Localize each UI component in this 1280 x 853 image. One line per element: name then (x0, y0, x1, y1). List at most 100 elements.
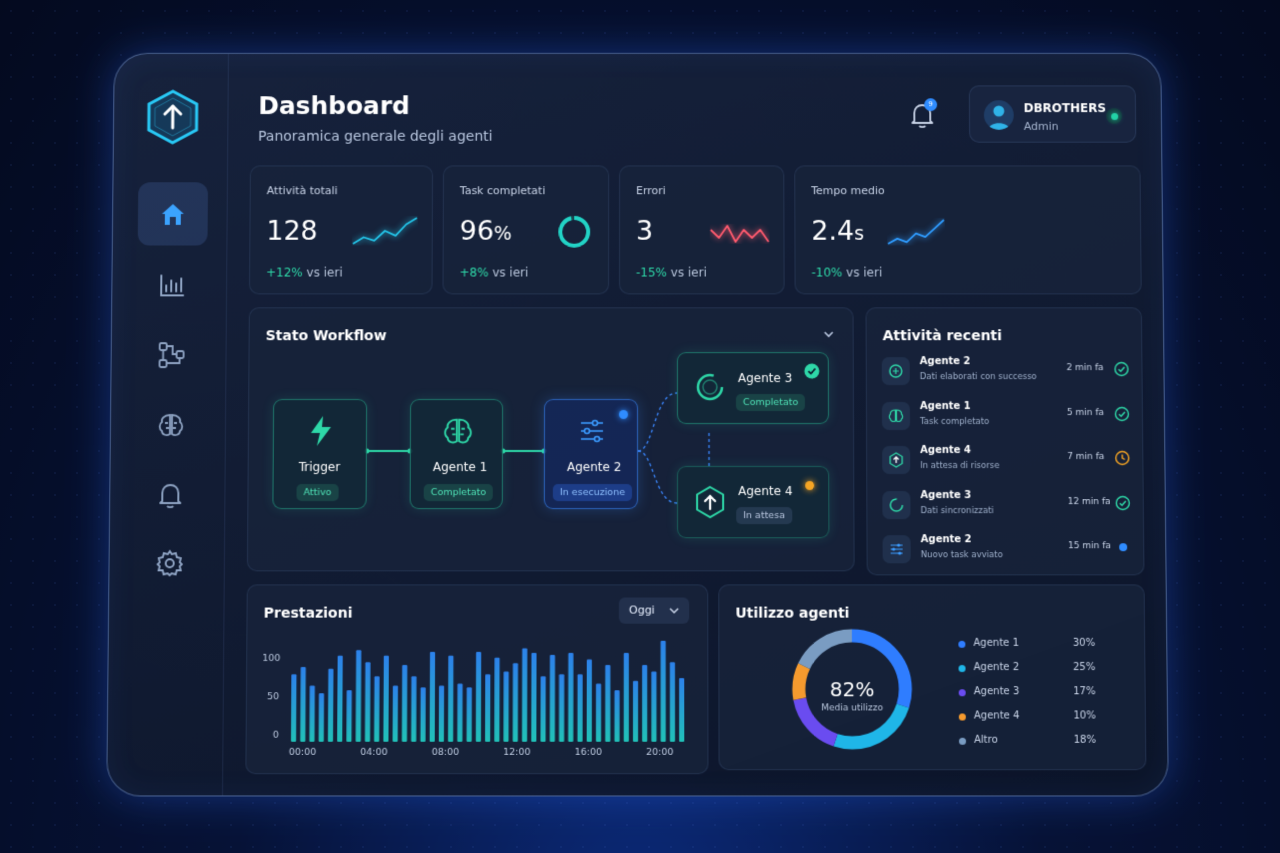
sparkline-path (353, 218, 417, 244)
node-name: Trigger (299, 460, 341, 474)
bar (624, 653, 629, 742)
agent-usage-panel: Utilizzo agenti 82% Media utilizzo Agent… (718, 584, 1146, 770)
period-select[interactable]: Oggi (619, 597, 689, 623)
bar (374, 676, 379, 741)
upload-hex-icon (882, 446, 910, 474)
bar (448, 656, 453, 742)
legend-value: 30% (1073, 638, 1095, 649)
node-status: In attesa (736, 507, 792, 524)
node-status: In esecuzione (553, 484, 632, 501)
workflow-node-trigger[interactable]: Trigger Attivo (272, 399, 367, 509)
node-status: Attivo (296, 484, 338, 501)
stat-label: Tempo medio (811, 184, 885, 197)
activity-item[interactable]: Agente 3 Dati sincronizzati 12 min fa (882, 487, 1133, 527)
bar (670, 662, 675, 742)
notifications-button[interactable]: 9 (909, 101, 941, 133)
sparkline-path (711, 226, 769, 242)
clock-icon (1114, 450, 1130, 466)
bar (393, 686, 398, 742)
performance-panel: Prestazioni Oggi 100 50 0 00:00 04:00 08:0… (245, 584, 708, 774)
activity-item[interactable]: Agente 2 Nuovo task avviato 15 min fa (883, 531, 1134, 571)
ring-icon (694, 371, 726, 403)
legend-item: Agente 3 17% (959, 686, 1110, 702)
y-tick: 50 (267, 691, 279, 702)
legend-label: Agente 2 (974, 662, 1020, 673)
workflow-icon (157, 341, 185, 369)
legend-label: Altro (974, 735, 998, 746)
node-status: Completato (736, 394, 805, 411)
waiting-indicator (805, 481, 814, 490)
agent-usage-title: Utilizzo agenti (735, 606, 849, 622)
upload-hex-icon (694, 485, 726, 519)
stat-value: 96% (460, 216, 512, 247)
sparkline-path (888, 220, 944, 244)
dashboard-window: Dashboard Panoramica generale degli agen… (106, 53, 1169, 797)
stat-delta: +12% vs ieri (266, 266, 343, 280)
activity-time: 12 min fa (1068, 497, 1111, 507)
x-tick: 20:00 (646, 747, 674, 758)
workflow-node-agent-4[interactable]: Agente 4 In attesa (677, 466, 829, 538)
sidebar-item-analytics[interactable] (137, 254, 207, 318)
user-icon (984, 100, 1014, 130)
activity-agent: Agente 3 (920, 490, 971, 501)
home-icon (159, 201, 187, 227)
online-status-icon (1106, 108, 1122, 124)
logo-icon (146, 88, 200, 145)
sidebar-item-home[interactable] (138, 182, 208, 245)
user-menu[interactable]: DBROTHERS Admin (969, 85, 1136, 142)
bar (596, 684, 601, 742)
bar (513, 663, 518, 742)
running-dot-icon (1115, 539, 1131, 555)
x-tick: 00:00 (289, 747, 317, 758)
activity-item[interactable]: Agente 4 In attesa di risorse 7 min fa (882, 442, 1132, 482)
bar (356, 650, 362, 742)
node-name: Agente 1 (433, 460, 487, 474)
x-tick: 04:00 (360, 747, 388, 758)
brain-icon (882, 402, 910, 430)
activity-agent: Agente 4 (920, 445, 971, 456)
check-circle-icon (1114, 406, 1130, 422)
workflow-node-agent-1[interactable]: Agente 1 Completato (410, 399, 503, 509)
activity-time: 7 min fa (1067, 452, 1104, 462)
legend-value: 25% (1073, 662, 1095, 673)
activity-item[interactable]: Agente 2 Dati elaborati con successo 2 min… (882, 353, 1132, 393)
bell-icon (157, 481, 183, 509)
page-subtitle: Panoramica generale degli agenti (258, 129, 492, 145)
check-circle-icon (1113, 361, 1129, 377)
activity-agent: Agente 2 (921, 534, 972, 545)
legend-value: 18% (1074, 735, 1096, 746)
bar (291, 674, 297, 741)
period-value: Oggi (629, 604, 655, 617)
trend-sparkline (887, 218, 945, 246)
legend-dot (959, 689, 966, 696)
usage-center-value: 82% (787, 677, 918, 701)
x-tick: 16:00 (575, 747, 603, 758)
sidebar-item-notifications[interactable] (135, 463, 206, 527)
legend-dot (959, 738, 966, 745)
user-role: Admin (1024, 120, 1059, 133)
workflow-node-agent-3[interactable]: Agente 3 Completato (677, 352, 829, 424)
bar (531, 653, 536, 742)
bar-chart-icon (158, 273, 186, 299)
activity-time: 2 min fa (1067, 363, 1104, 373)
sidebar-item-settings[interactable] (134, 531, 205, 595)
sliders-icon (883, 535, 911, 563)
bar (337, 656, 343, 742)
bar (485, 674, 490, 741)
sidebar-item-workflow[interactable] (136, 323, 206, 387)
bar (439, 686, 444, 742)
x-tick: 08:00 (432, 747, 460, 758)
legend-item: Agente 2 25% (958, 662, 1109, 678)
workflow-node-agent-2[interactable]: Agente 2 In esecuzione (544, 399, 638, 509)
sidebar-item-ai[interactable] (136, 393, 207, 457)
stat-value: 128 (266, 216, 318, 247)
node-name: Agente 2 (567, 460, 621, 474)
bar (457, 684, 462, 742)
bar (559, 674, 564, 741)
activity-item[interactable]: Agente 1 Task completato 5 min fa (882, 398, 1132, 438)
bar (568, 653, 573, 742)
chip-icon (882, 357, 910, 385)
y-tick: 0 (273, 730, 279, 741)
bar (346, 690, 351, 741)
legend-label: Agente 3 (974, 686, 1020, 697)
